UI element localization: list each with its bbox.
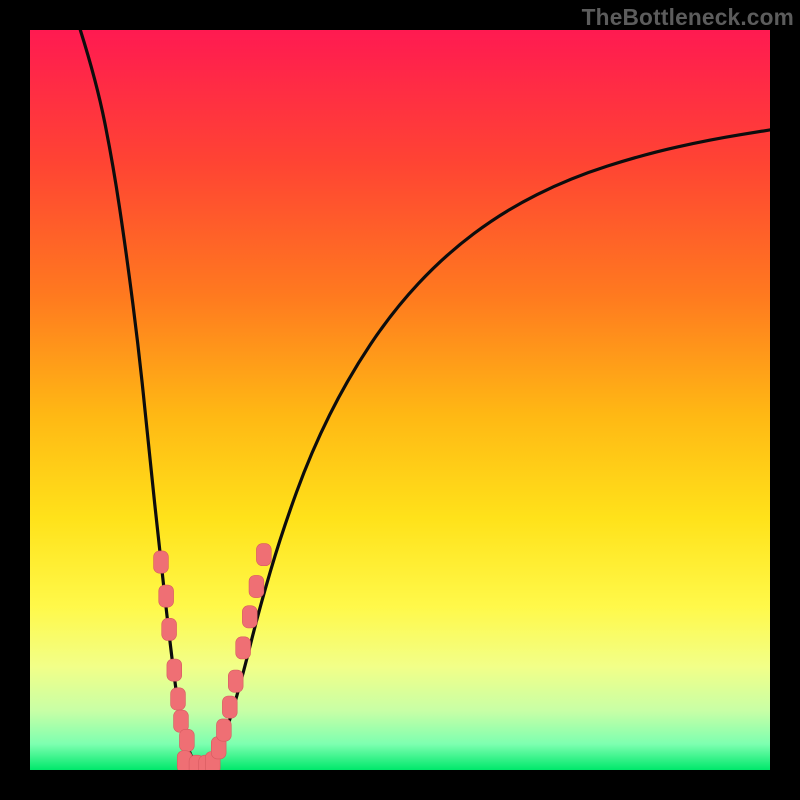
data-marker xyxy=(228,670,243,692)
data-marker xyxy=(159,585,174,607)
data-marker xyxy=(222,696,237,718)
data-marker xyxy=(174,710,189,732)
data-marker xyxy=(236,637,251,659)
data-marker xyxy=(154,551,169,573)
data-marker xyxy=(171,688,186,710)
data-marker xyxy=(256,544,271,566)
data-marker xyxy=(216,719,231,741)
chart-frame: TheBottleneck.com xyxy=(0,0,800,800)
bottleneck-chart xyxy=(0,0,800,800)
data-marker xyxy=(249,575,264,597)
data-marker xyxy=(162,618,177,640)
data-marker xyxy=(179,729,194,751)
data-marker xyxy=(242,606,257,628)
data-marker xyxy=(167,659,182,681)
attribution-text: TheBottleneck.com xyxy=(582,4,794,31)
